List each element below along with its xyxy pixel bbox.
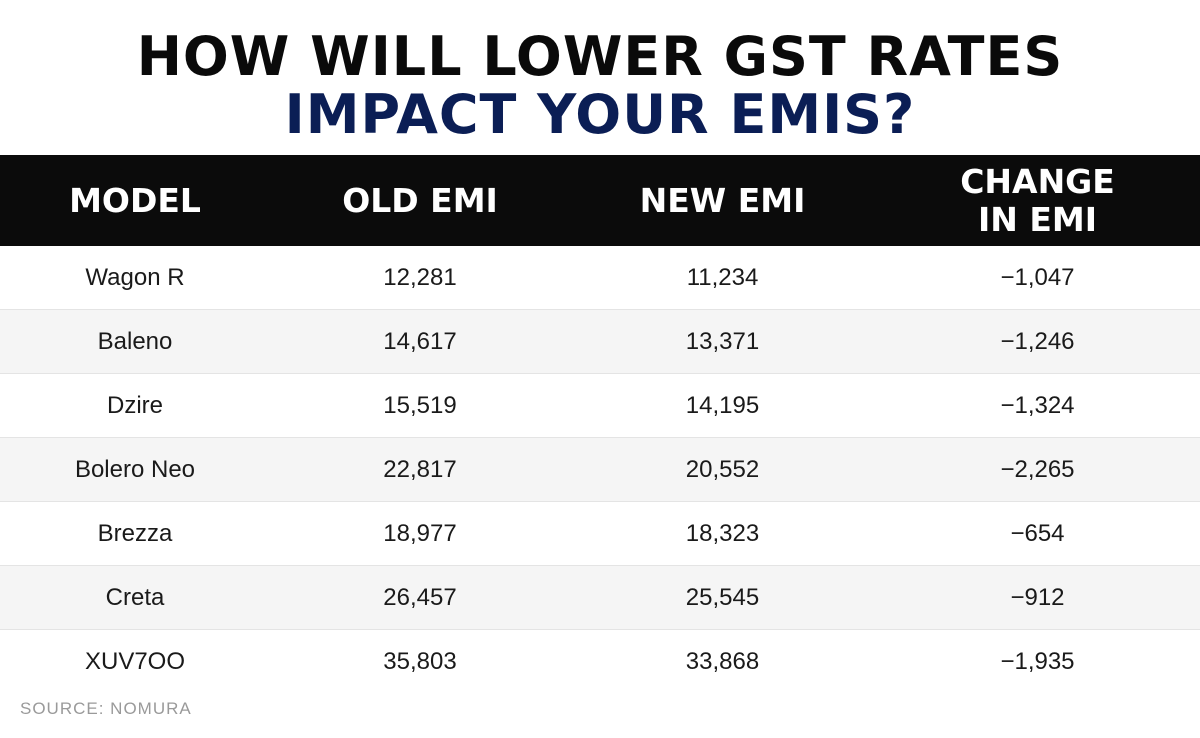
cell-old-emi: 22,817 bbox=[270, 437, 570, 502]
cell-new-emi: 25,545 bbox=[570, 565, 875, 630]
cell-change: −2,265 bbox=[875, 437, 1200, 502]
cell-model: Creta bbox=[0, 565, 270, 630]
header-new-emi-label: NEW EMI bbox=[639, 180, 806, 220]
cell-new-emi: 14,195 bbox=[570, 373, 875, 438]
cell-change: −654 bbox=[875, 501, 1200, 566]
cell-model: Dzire bbox=[0, 373, 270, 438]
cell-new-emi: 18,323 bbox=[570, 501, 875, 566]
header-model-label: MODEL bbox=[69, 180, 201, 220]
table-row: XUV7OO 35,803 33,868 −1,935 bbox=[0, 630, 1200, 694]
cell-change: −1,324 bbox=[875, 373, 1200, 438]
header-old-emi-label: OLD EMI bbox=[342, 180, 498, 220]
header-change-in-emi: CHANGE IN EMI bbox=[875, 155, 1200, 246]
cell-model: Wagon R bbox=[0, 246, 270, 310]
table-row: Brezza 18,977 18,323 −654 bbox=[0, 501, 1200, 566]
cell-change: −912 bbox=[875, 565, 1200, 630]
header-old-emi: OLD EMI bbox=[270, 155, 570, 246]
cell-model: Brezza bbox=[0, 501, 270, 566]
cell-old-emi: 12,281 bbox=[270, 246, 570, 310]
cell-model: Baleno bbox=[0, 309, 270, 374]
chart-subtitle: IMPACT YOUR EMIS? bbox=[284, 83, 916, 146]
cell-old-emi: 15,519 bbox=[270, 373, 570, 438]
table-row: Wagon R 12,281 11,234 −1,047 bbox=[0, 246, 1200, 310]
header-new-emi: NEW EMI bbox=[570, 155, 875, 246]
chart-title: HOW WILL LOWER GST RATES bbox=[136, 25, 1064, 88]
header-change-in-emi-label: CHANGE IN EMI bbox=[960, 161, 1115, 239]
cell-old-emi: 35,803 bbox=[383, 647, 457, 675]
cell-old-emi: 18,977 bbox=[270, 501, 570, 566]
cell-change: −1,047 bbox=[875, 246, 1200, 310]
table-row: Dzire 15,519 14,195 −1,324 bbox=[0, 373, 1200, 438]
cell-model: XUV7OO bbox=[84, 647, 186, 675]
cell-change: −1,246 bbox=[875, 309, 1200, 374]
emi-table: MODEL OLD EMI NEW EMI CHANGE IN EMI Wago… bbox=[0, 155, 1200, 693]
cell-old-emi: 26,457 bbox=[270, 565, 570, 630]
table-row: Baleno 14,617 13,371 −1,246 bbox=[0, 309, 1200, 374]
table-header-row: MODEL OLD EMI NEW EMI CHANGE IN EMI bbox=[0, 155, 1200, 246]
cell-new-emi: 20,552 bbox=[570, 437, 875, 502]
cell-new-emi: 13,371 bbox=[570, 309, 875, 374]
cell-old-emi: 14,617 bbox=[270, 309, 570, 374]
cell-model: Bolero Neo bbox=[0, 437, 270, 502]
source-note: SOURCE: NOMURA bbox=[20, 699, 192, 718]
cell-change: −1,935 bbox=[1000, 647, 1075, 675]
cell-new-emi: 11,234 bbox=[570, 246, 875, 310]
table-row: Creta 26,457 25,545 −912 bbox=[0, 565, 1200, 630]
table-row: Bolero Neo 22,817 20,552 −2,265 bbox=[0, 437, 1200, 502]
header-model: MODEL bbox=[0, 155, 270, 246]
cell-new-emi: 33,868 bbox=[685, 647, 760, 675]
